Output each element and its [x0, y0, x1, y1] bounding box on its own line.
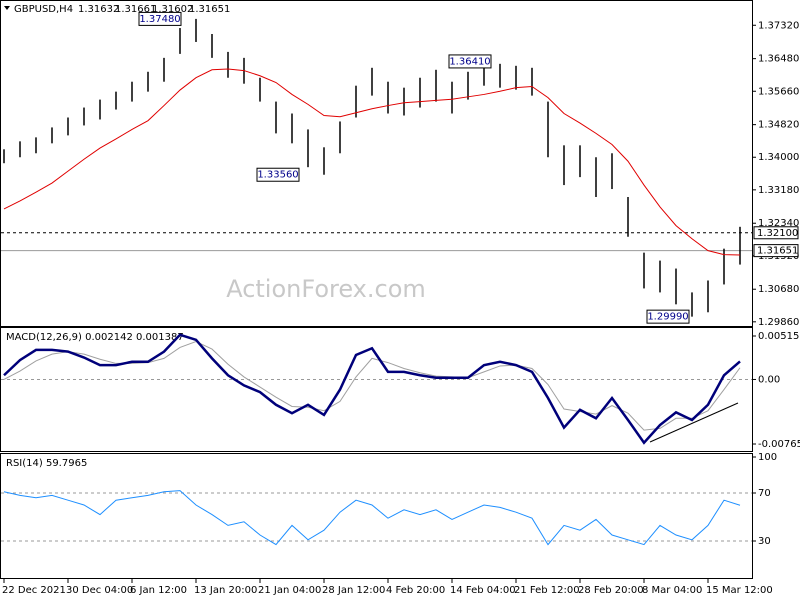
annotation: 1.33560	[257, 170, 298, 181]
level-label-box	[753, 244, 799, 258]
y-tick-label: 1.34820	[758, 120, 799, 131]
x-tick-label: 28 Jan 12:00	[322, 585, 385, 596]
x-tick-label: 30 Dec 04:00	[66, 585, 133, 596]
y-tick-label: 1.32340	[758, 218, 799, 229]
rsi-panel	[0, 453, 753, 579]
y-tick-label: 0.005152	[758, 331, 800, 342]
watermark: ActionForex.com	[226, 275, 426, 303]
annotation-box	[646, 309, 690, 324]
x-tick-label: 13 Jan 20:00	[194, 585, 257, 596]
symbol-title: GBPUSD,H4	[14, 4, 73, 15]
x-tick-label: 8 Mar 04:00	[642, 585, 702, 596]
y-tick-label: 1.33180	[758, 185, 799, 196]
level-label: 1.31651	[757, 246, 798, 257]
annotation-box	[138, 11, 182, 26]
rsi-title: RSI(14) 59.7965	[6, 458, 87, 469]
level-label-box	[753, 226, 799, 240]
x-tick-label: 22 Dec 2021	[2, 585, 66, 596]
annotation: 1.29990	[647, 312, 688, 323]
macd-main	[3, 333, 741, 445]
y-tick-label: 1.29860	[758, 317, 799, 328]
macd-panel	[0, 327, 753, 452]
y-tick-label: 1.30680	[758, 284, 799, 295]
y-tick-label: -0.00765	[758, 439, 800, 450]
y-tick-label: 1.37320	[758, 20, 799, 31]
x-tick-label: 15 Mar 12:00	[706, 585, 773, 596]
y-tick-label: 0.00	[758, 374, 780, 385]
annotation-box	[448, 54, 492, 69]
annotation-box	[256, 167, 300, 182]
x-tick-label: 4 Feb 20:00	[386, 585, 445, 596]
x-tick-label: 14 Feb 04:00	[450, 585, 516, 596]
x-tick-label: 6 Jan 12:00	[130, 585, 187, 596]
annotation: 1.36410	[449, 56, 490, 67]
header-open: 1.31632	[78, 4, 119, 15]
x-tick-label: 21 Jan 04:00	[258, 585, 321, 596]
x-tick-label: 28 Feb 20:00	[578, 585, 644, 596]
header-high: 1.31661	[115, 4, 156, 15]
rsi-line	[3, 490, 741, 546]
x-tick-label: 21 Feb 12:00	[514, 585, 580, 596]
y-tick-label: 1.36480	[758, 54, 799, 65]
y-tick-label: 1.35660	[758, 86, 799, 97]
y-tick-label: 1.34000	[758, 152, 799, 163]
trend-line	[649, 402, 739, 443]
annotation: 1.37480	[139, 14, 180, 25]
y-tick-label: 30	[758, 536, 771, 547]
header-close: 1.31651	[189, 4, 230, 15]
y-tick-label: 70	[758, 488, 771, 499]
menu-arrow	[4, 6, 10, 10]
level-label: 1.32100	[757, 228, 798, 239]
moving-average	[3, 68, 741, 256]
price-panel	[0, 0, 753, 327]
header-low: 1.31602	[152, 4, 193, 15]
macd-title: MACD(12,26,9) 0.002142 0.001387	[6, 332, 184, 343]
y-tick-label: 100	[758, 452, 777, 463]
